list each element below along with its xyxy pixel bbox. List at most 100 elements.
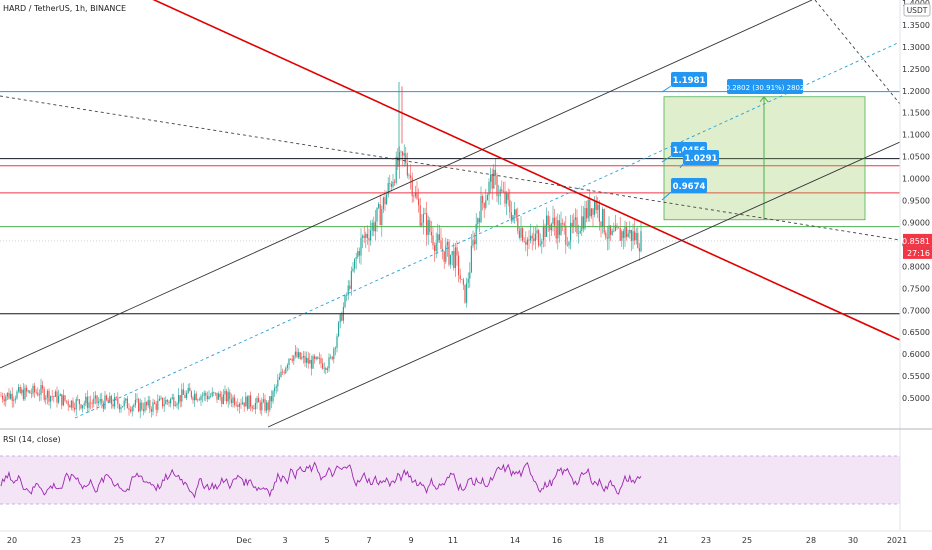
candle-body bbox=[542, 225, 544, 242]
candle-body bbox=[558, 220, 560, 235]
price-callout bbox=[671, 178, 707, 193]
candle-body bbox=[130, 409, 132, 412]
candle-body bbox=[261, 401, 263, 411]
candle-body bbox=[158, 398, 160, 401]
candle-body bbox=[202, 395, 204, 397]
candle-body bbox=[114, 397, 116, 407]
candle-body bbox=[310, 359, 312, 369]
callout-pointer bbox=[679, 163, 684, 169]
candle-body bbox=[379, 204, 381, 226]
candle-body bbox=[390, 183, 392, 187]
measure-label-text: 0.2802 (30.91%) 2802 bbox=[726, 84, 805, 92]
y-tick-label: 1.0000 bbox=[902, 175, 930, 184]
candle-body bbox=[222, 394, 224, 404]
candle-body bbox=[528, 239, 530, 241]
candle-body bbox=[19, 386, 21, 393]
y-tick-label: 1.3500 bbox=[902, 21, 930, 30]
candle-body bbox=[530, 235, 532, 241]
x-tick-label: 18 bbox=[594, 536, 604, 545]
candle-body bbox=[264, 399, 266, 411]
candle-body bbox=[382, 197, 384, 210]
x-tick-label: 2021 bbox=[887, 536, 907, 545]
candle-body bbox=[459, 275, 461, 280]
candle-body bbox=[61, 394, 63, 406]
countdown-badge bbox=[903, 246, 932, 259]
candle-body bbox=[117, 398, 119, 405]
y-tick-label: 0.5500 bbox=[902, 372, 930, 381]
candle-body bbox=[506, 193, 508, 204]
candle-body bbox=[48, 390, 50, 402]
candle-body bbox=[18, 386, 20, 392]
candle-body bbox=[632, 231, 634, 241]
candle-body bbox=[606, 237, 608, 239]
candle-body bbox=[274, 388, 276, 392]
candle-body bbox=[6, 392, 8, 397]
candle-body bbox=[526, 239, 528, 245]
candle-body bbox=[102, 403, 104, 409]
candle-body bbox=[349, 285, 351, 289]
candle-body bbox=[286, 365, 288, 368]
candle-body bbox=[66, 400, 68, 402]
candle-body bbox=[626, 226, 628, 237]
candle-body bbox=[186, 392, 188, 398]
candle-body bbox=[82, 405, 84, 409]
candle-body bbox=[381, 209, 383, 226]
candle-body bbox=[410, 175, 412, 178]
candle-body bbox=[64, 395, 66, 401]
candle-body bbox=[611, 230, 613, 235]
rsi-title: RSI (14, close) bbox=[3, 435, 61, 444]
candle-body bbox=[70, 400, 72, 408]
candle-body bbox=[248, 395, 250, 409]
candle-body bbox=[147, 400, 149, 406]
candle-body bbox=[34, 385, 36, 393]
candle-body bbox=[122, 406, 124, 408]
currency-badge[interactable] bbox=[903, 3, 931, 17]
candle-body bbox=[178, 395, 180, 404]
candle-body bbox=[352, 268, 354, 272]
candle-body bbox=[198, 399, 200, 401]
candle-body bbox=[440, 240, 442, 250]
candle-body bbox=[125, 398, 127, 401]
candle-body bbox=[296, 351, 298, 358]
candle-body bbox=[216, 392, 218, 400]
candle-body bbox=[291, 358, 293, 361]
candle-body bbox=[637, 232, 639, 249]
candle-body bbox=[507, 193, 509, 200]
price-callout bbox=[683, 150, 719, 165]
candle-body bbox=[179, 395, 181, 402]
candle-body bbox=[554, 217, 556, 226]
candle-body bbox=[26, 387, 28, 392]
candle-body bbox=[78, 399, 80, 405]
x-tick-label: 9 bbox=[408, 536, 413, 545]
candle-body bbox=[210, 395, 212, 397]
x-tick-label: 30 bbox=[848, 536, 858, 545]
x-tick-label: 11 bbox=[448, 536, 458, 545]
y-tick-label: 0.6500 bbox=[902, 328, 930, 337]
last-price-text: 0.8581 bbox=[902, 237, 930, 246]
candle-body bbox=[173, 397, 175, 407]
candle-body bbox=[458, 255, 460, 276]
candle-body bbox=[339, 314, 341, 323]
candle-body bbox=[523, 241, 525, 242]
candle-body bbox=[24, 387, 26, 400]
candle-body bbox=[115, 397, 117, 399]
candle-body bbox=[86, 396, 88, 408]
rsi-band bbox=[0, 456, 900, 504]
candle-body bbox=[581, 216, 583, 231]
candle-body bbox=[427, 220, 429, 236]
candle-body bbox=[168, 401, 170, 404]
x-tick-label: 7 bbox=[366, 536, 371, 545]
x-tick-label: 23 bbox=[71, 536, 81, 545]
candle-body bbox=[43, 388, 45, 400]
candle-body bbox=[587, 199, 589, 219]
x-tick-label: 21 bbox=[658, 536, 668, 545]
candle-body bbox=[320, 358, 322, 364]
candle-body bbox=[338, 322, 340, 337]
channel-upper-line bbox=[0, 0, 813, 369]
candle-body bbox=[333, 348, 335, 360]
candle-body bbox=[251, 406, 253, 409]
candle-body bbox=[171, 397, 173, 400]
candle-body bbox=[491, 174, 493, 189]
